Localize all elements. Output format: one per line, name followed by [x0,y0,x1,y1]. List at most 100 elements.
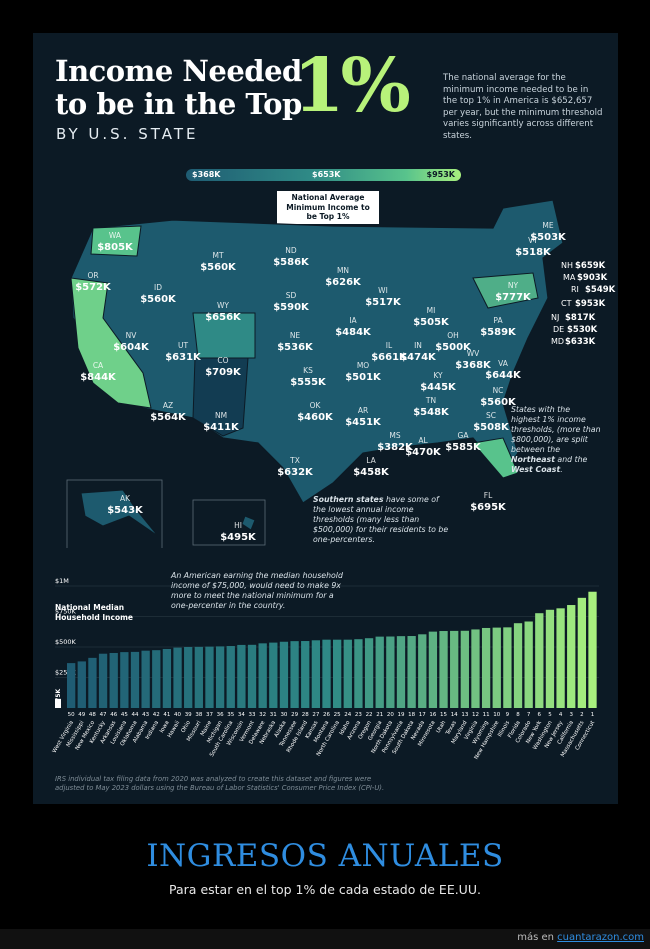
bar-new-york [535,613,544,708]
state-value-vt: $518K [515,247,552,258]
state-abbr-il: IL [386,341,393,350]
rank-label: 46 [110,712,117,718]
state-abbr-ne: NE [290,331,301,340]
state-abbr-ut: UT [178,341,188,350]
credit-link[interactable]: cuantarazon.com [557,932,644,943]
bar-wyoming [481,627,491,708]
bar-utah [439,631,448,708]
rank-label: 8 [516,712,520,718]
east-abbr-ct: CT [561,299,572,308]
state-abbr-ks: KS [303,366,313,375]
bar-ohio [184,647,193,708]
state-value-fl: $695K [470,502,507,513]
bar-new-jersey [556,608,565,708]
bar-connecticut [588,591,597,708]
infographic-poster: Income Needed to be in the Top 1% BY U.S… [33,33,618,804]
rank-label: 2 [580,712,584,718]
bar-idaho [343,639,352,708]
y-tick-label: $1M [55,577,69,585]
footer-strip [0,929,650,949]
bar-kentucky [98,653,108,708]
state-name-label: Ohio [180,719,192,734]
state-value-oh: $500K [435,342,472,353]
east-abbr-ri: RI [571,285,579,294]
bar-arkansas [109,652,118,708]
rank-label: 47 [100,712,107,718]
state-name-label: Iowa [159,720,171,734]
intro-text: The national average for the minimum inc… [443,73,603,141]
rank-label: 40 [174,712,181,718]
east-value-nh: $659K [575,261,606,271]
northeast-note-pre: States with the highest 1% income thresh… [511,405,601,454]
rank-label: 19 [397,712,404,718]
y-tick-label: $750K [55,608,77,616]
median-label: National Median Household Income [55,603,133,622]
rank-label: 32 [259,712,266,718]
rank-label: 45 [121,712,128,718]
map-colorado [192,312,256,359]
y-tick-label: $250K [55,669,77,677]
bar-west-virginia [67,663,76,708]
state-abbr-pa: PA [493,316,503,325]
state-abbr-ky: KY [433,371,443,380]
state-value-mn: $626K [325,277,362,288]
state-value-nv: $604K [113,342,150,353]
bar-mississippi [77,661,86,708]
rank-label: 29 [291,712,298,718]
map-california [70,277,152,409]
bar-kansas [311,640,321,708]
rank-label: 25 [334,712,341,718]
rank-label: 31 [270,712,277,718]
state-abbr-ar: AR [358,406,368,415]
state-abbr-va: VA [498,359,509,368]
state-value-wi: $517K [365,297,402,308]
state-abbr-ak: AK [120,494,131,503]
state-abbr-ok: OK [310,401,322,410]
state-value-ca: $844K [80,372,117,383]
bar-new-mexico [88,657,97,708]
rank-label: 49 [78,712,85,718]
bar-maryland [460,630,469,708]
east-value-md: $633K [565,337,596,347]
rank-label: 28 [302,712,309,718]
map-shapes [66,199,564,548]
map-alaska [80,489,159,537]
state-abbr-mn: MN [337,266,349,275]
map-florida [472,437,519,479]
state-abbr-in: IN [414,341,422,350]
spanish-subtitle: Para estar en el top 1% de cada estado d… [169,882,481,897]
state-value-ar: $451K [345,417,382,428]
rank-label: 15 [440,712,447,718]
state-value-hi: $495K [220,532,257,543]
state-abbr-tn: TN [425,396,436,405]
east-abbr-de: DE [553,325,564,334]
rank-label: 33 [249,712,256,718]
state-abbr-oh: OH [447,331,459,340]
northeast-note-end: . [560,465,563,474]
bar-colorado [524,621,533,708]
bar-pennsylvania [396,636,406,708]
subtitle: BY U.S. STATE [56,125,199,143]
state-value-ok: $460K [297,412,334,423]
rank-label: 24 [344,712,351,718]
rank-label: 6 [538,712,542,718]
bar-hawaii [173,647,182,708]
state-value-ne: $536K [277,342,314,353]
rank-label: 9 [506,712,510,718]
state-value-al: $470K [405,447,442,458]
rank-label: 12 [472,712,479,718]
east-value-de: $530K [567,325,598,335]
rank-label: 42 [153,712,160,718]
rank-label: 3 [569,712,573,718]
bar-nebraska [269,642,278,708]
rank-label: 16 [429,712,436,718]
state-value-ia: $484K [335,327,372,338]
northeast-note: States with the highest 1% income thresh… [511,405,601,475]
legend-avg: $653K [312,170,341,179]
state-value-va: $644K [485,370,522,381]
state-value-nd: $586K [273,257,310,268]
state-value-wv: $368K [455,360,492,371]
state-abbr-mi: MI [427,306,436,315]
